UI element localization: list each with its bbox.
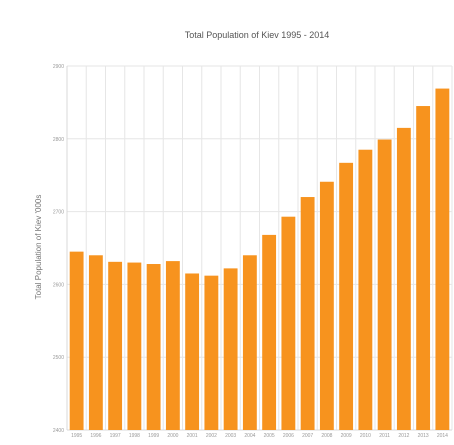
bar-2011: [377, 139, 392, 430]
bar-2014: [435, 88, 450, 431]
bar-1999: [146, 264, 161, 430]
y-tick-label: 2900: [53, 64, 64, 70]
y-tick-label: 2800: [53, 137, 64, 143]
bar-2006: [281, 216, 296, 430]
x-tick-label: 2003: [225, 433, 236, 439]
x-tick-label: 2011: [379, 433, 390, 439]
chart-title: Total Population of Kiev 1995 - 2014: [185, 30, 330, 40]
bars-layer: [69, 88, 450, 431]
x-tick-label: 2004: [244, 433, 255, 439]
x-tick-label: 2000: [167, 433, 178, 439]
bar-2008: [319, 181, 334, 430]
bar-2007: [300, 197, 315, 430]
x-tick-label: 1999: [148, 433, 159, 439]
ticks-layer: 2400 2500 2600 2700 2800 2900 1995 1996 1997 1998…: [53, 64, 448, 439]
y-tick-label: 2700: [53, 210, 64, 216]
grid-layer: [66, 65, 453, 431]
y-tick-label: 2500: [53, 355, 64, 361]
bar-2013: [416, 106, 431, 430]
x-tick-label: 1998: [129, 433, 140, 439]
x-tick-label: 2007: [302, 433, 313, 439]
bar-2012: [396, 127, 411, 430]
x-tick-label: 2008: [321, 433, 332, 439]
bar-2010: [358, 149, 373, 430]
x-tick-label: 2001: [187, 433, 198, 439]
y-tick-label: 2400: [53, 428, 64, 434]
x-tick-label: 2009: [341, 433, 352, 439]
x-tick-label: 1995: [71, 433, 82, 439]
bar-1997: [108, 261, 123, 430]
bar-2005: [262, 234, 277, 430]
y-tick-label: 2600: [53, 282, 64, 288]
bar-2004: [242, 255, 257, 430]
x-tick-label: 2005: [264, 433, 275, 439]
x-tick-label: 2012: [398, 433, 409, 439]
x-tick-label: 2002: [206, 433, 217, 439]
x-tick-label: 2013: [418, 433, 429, 439]
bar-2009: [339, 162, 354, 430]
y-axis-label: Total Population of Kiev '000s: [34, 195, 43, 300]
x-tick-label: 1996: [90, 433, 101, 439]
bar-1998: [127, 262, 142, 430]
x-tick-label: 1997: [110, 433, 121, 439]
bar-2001: [185, 273, 200, 430]
bar-2003: [223, 268, 238, 430]
bar-1995: [69, 251, 84, 430]
x-tick-label: 2006: [283, 433, 294, 439]
bar-2000: [165, 261, 180, 430]
bar-1996: [88, 255, 103, 430]
bar-2002: [204, 275, 219, 430]
x-tick-label: 2010: [360, 433, 371, 439]
x-tick-label: 2014: [437, 433, 448, 439]
